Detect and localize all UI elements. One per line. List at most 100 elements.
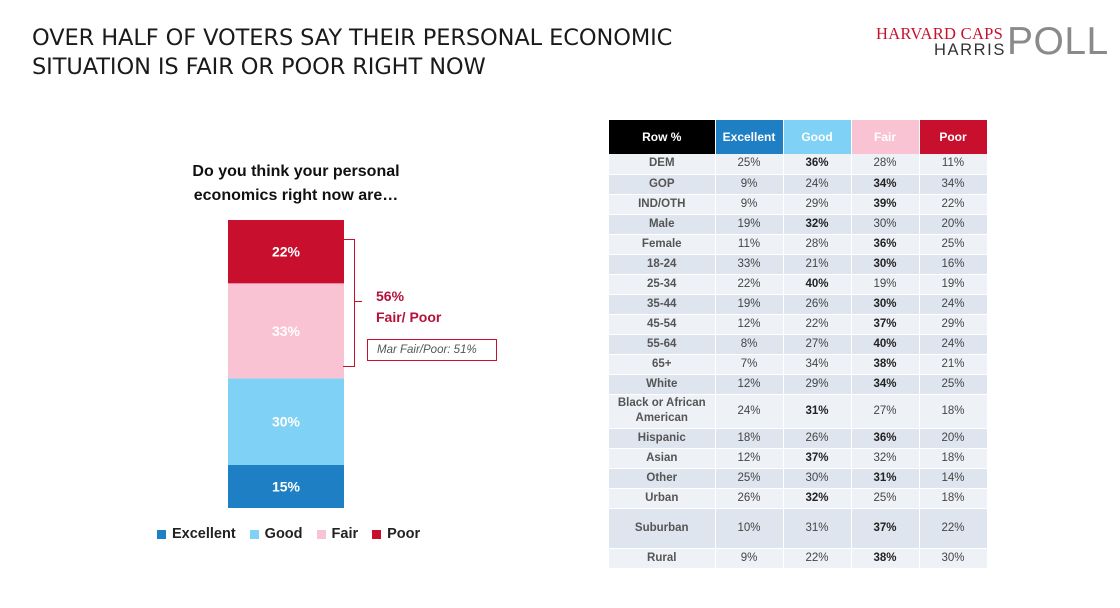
table-cell: 20% — [919, 214, 988, 235]
legend-item-poor: Poor — [372, 526, 420, 542]
bar-label-poor: 22% — [272, 244, 301, 260]
table-header-cell: Poor — [919, 120, 988, 154]
table-cell: 24% — [919, 294, 988, 315]
table-cell: 22% — [715, 274, 784, 295]
legend-label-fair: Fair — [331, 526, 359, 542]
table-cell: 22% — [783, 548, 852, 569]
table-cell: 33% — [715, 254, 784, 275]
table-cell: 31% — [783, 508, 852, 549]
table-cell: 39% — [851, 194, 920, 215]
table-cell: 9% — [715, 174, 784, 195]
table-cell: 19% — [919, 274, 988, 295]
table-row: 18-24 33% 21% 30% 16% — [609, 254, 988, 275]
table-cell: 25% — [715, 468, 784, 489]
table-cell: 28% — [851, 154, 920, 175]
logo-line-3: POLL — [1007, 20, 1109, 63]
table-cell: 21% — [919, 354, 988, 375]
table-cell: 29% — [783, 194, 852, 215]
logo-line-2: HARRIS — [934, 41, 1006, 59]
table-cell: 20% — [919, 428, 988, 449]
table-cell: 37% — [783, 448, 852, 469]
table-row: Female 11% 28% 36% 25% — [609, 234, 988, 255]
table-row: DEM 25% 36% 28% 11% — [609, 154, 988, 175]
table-cell: 38% — [851, 548, 920, 569]
table-cell: 32% — [783, 488, 852, 509]
legend-item-good: Good — [249, 526, 303, 542]
table-cell: 29% — [783, 374, 852, 395]
table-cell: 34% — [783, 354, 852, 375]
table-cell: 31% — [851, 468, 920, 489]
table-row-label: Hispanic — [609, 428, 716, 449]
table-cell: 37% — [851, 508, 920, 549]
table-row-label: Other — [609, 468, 716, 489]
table-row: 35-44 19% 26% 30% 24% — [609, 294, 988, 315]
table-row: Asian 12% 37% 32% 18% — [609, 448, 988, 469]
table-row-label: White — [609, 374, 716, 395]
chart-title: Do you think your personal economics rig… — [160, 160, 432, 208]
table-cell: 37% — [851, 314, 920, 335]
table-row: White 12% 29% 34% 25% — [609, 374, 988, 395]
legend-label-good: Good — [264, 526, 303, 542]
table-cell: 24% — [715, 394, 784, 429]
chart-title-line-2: economics right now are… — [193, 187, 399, 204]
table-row: IND/OTH 9% 29% 39% 22% — [609, 194, 988, 215]
table-cell: 36% — [851, 428, 920, 449]
table-cell: 25% — [851, 488, 920, 509]
table-cell: 29% — [919, 314, 988, 335]
legend-label-poor: Poor — [387, 526, 421, 542]
table-cell: 31% — [783, 394, 852, 429]
bar-label-excellent: 15% — [272, 478, 301, 494]
table-cell: 26% — [783, 294, 852, 315]
table-row: Other 25% 30% 31% 14% — [609, 468, 988, 489]
table-row-label: Urban — [609, 488, 716, 509]
table-cell: 18% — [919, 448, 988, 469]
table-cell: 34% — [919, 174, 988, 195]
table-cell: 12% — [715, 314, 784, 335]
table-row: GOP 9% 24% 34% 34% — [609, 174, 988, 195]
table-cell: 27% — [851, 394, 920, 429]
table-cell: 8% — [715, 334, 784, 355]
table-cell: 25% — [715, 154, 784, 175]
table-cell: 30% — [851, 214, 920, 235]
table-cell: 40% — [851, 334, 920, 355]
table-cell: 30% — [783, 468, 852, 489]
fair-poor-label: Fair/ Poor — [376, 309, 442, 325]
table-cell: 22% — [919, 194, 988, 215]
table-row-label: GOP — [609, 174, 716, 195]
table-row-label: 55-64 — [609, 334, 716, 355]
table-cell: 32% — [851, 448, 920, 469]
table-row-label: Black or African American — [609, 394, 716, 429]
table-cell: 26% — [715, 488, 784, 509]
table-header-cell: Good — [783, 120, 852, 154]
table-row: 65+ 7% 34% 38% 21% — [609, 354, 988, 375]
table-body: DEM 25% 36% 28% 11% GOP 9% 24% 34% 34% IND/OTH 9% 29… — [609, 154, 988, 569]
table-row: Urban 26% 32% 25% 18% — [609, 488, 988, 509]
table-cell: 30% — [919, 548, 988, 569]
chart-legend: Excellent Good Fair Poor — [157, 526, 420, 542]
table-row: 55-64 8% 27% 40% 24% — [609, 334, 988, 355]
table-cell: 10% — [715, 508, 784, 549]
legend-swatch-fair — [316, 529, 326, 539]
bar-label-fair: 33% — [272, 323, 301, 339]
page-title-line-2: SITUATION IS FAIR OR POOR RIGHT NOW — [32, 54, 486, 80]
table-cell: 24% — [783, 174, 852, 195]
table-row: Hispanic 18% 26% 36% 20% — [609, 428, 988, 449]
fair-poor-annotation: 56% Fair/ Poor — [376, 286, 441, 328]
table-row-label: 65+ — [609, 354, 716, 375]
crosstab-table: Row % Excellent Good Fair Poor DEM 25% 36% 28% 1… — [609, 120, 988, 569]
table-cell: 25% — [919, 374, 988, 395]
table-cell: 19% — [715, 214, 784, 235]
table-row: Suburban 10% 31% 37% 22% — [609, 508, 988, 549]
table-cell: 30% — [851, 254, 920, 275]
march-comparison-box: Mar Fair/Poor: 51% — [367, 339, 497, 361]
table-cell: 16% — [919, 254, 988, 275]
table-row: 45-54 12% 22% 37% 29% — [609, 314, 988, 335]
legend-swatch-excellent — [157, 529, 166, 539]
table-header-cell: Row % — [609, 120, 716, 154]
fair-poor-bracket — [343, 239, 355, 367]
table-cell: 30% — [851, 294, 920, 315]
table-cell: 12% — [715, 448, 784, 469]
table-cell: 19% — [851, 274, 920, 295]
table-row-label: Female — [609, 234, 716, 255]
